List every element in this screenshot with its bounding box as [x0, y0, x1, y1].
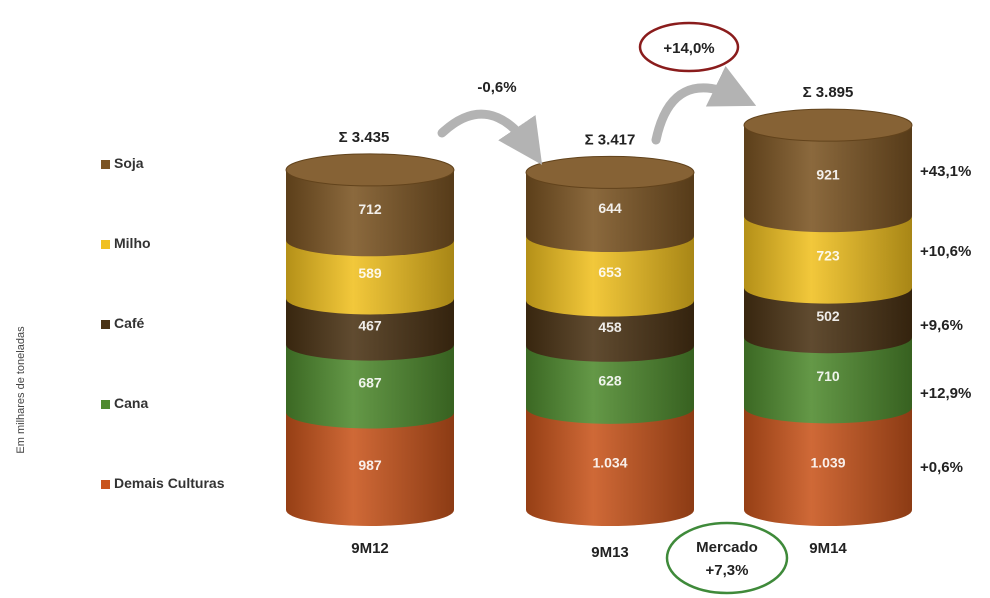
change-arrow [437, 109, 543, 165]
segment-soja-9M14 [744, 125, 912, 233]
segment-cana-9M13 [526, 345, 694, 424]
data-label: 467 [358, 317, 382, 333]
segment-demais-culturas-9M12 [286, 412, 454, 526]
data-label: 921 [816, 166, 840, 182]
legend-label: Café [114, 315, 145, 331]
growth-label: +0,6% [920, 459, 963, 476]
bar-9M14: 1.039 710 502 723 921 Σ 3.895 9M14 [743, 84, 913, 557]
data-label: 628 [598, 373, 622, 389]
cylinder-top-cap [525, 155, 695, 189]
bar-9M12: 987 687 467 589 712 Σ 3.435 9M12 [285, 129, 455, 557]
data-label: 589 [358, 265, 382, 281]
total-label: Σ 3.895 [803, 84, 854, 101]
growth-label: +10,6% [920, 243, 971, 260]
segment-cana-9M12 [286, 344, 454, 429]
legend-label: Cana [114, 395, 148, 411]
growth-label: +12,9% [920, 385, 971, 402]
growth-label: +9,6% [920, 317, 963, 334]
legend-item-demais-culturas: Demais Culturas [101, 475, 225, 491]
segment-cana-9M14 [744, 337, 912, 424]
change-label: +14,0% [663, 40, 714, 57]
total-label: Σ 3.417 [585, 131, 636, 148]
legend-swatch [101, 400, 110, 409]
data-label: 712 [358, 201, 382, 217]
segment-café-9M12 [286, 298, 454, 361]
legend-swatch [101, 320, 110, 329]
legend-item-soja: Soja [101, 155, 144, 171]
legend-label: Demais Culturas [114, 475, 225, 491]
cylinder-top-cap [285, 153, 455, 187]
segment-café-9M14 [744, 287, 912, 354]
legend-label: Soja [114, 155, 144, 171]
change-arrow [651, 65, 757, 145]
data-label: 644 [598, 200, 622, 216]
data-label: 710 [816, 368, 840, 384]
market-circle [665, 521, 789, 595]
cylinder-top-cap [743, 108, 913, 142]
data-label: 687 [358, 374, 382, 390]
segment-café-9M13 [526, 300, 694, 362]
bar-9M13: 1.034 628 458 653 644 Σ 3.417 9M13 [525, 131, 695, 561]
data-label: 1.039 [810, 454, 845, 470]
segment-demais-culturas-9M13 [526, 407, 694, 526]
legend-label: Milho [114, 235, 151, 251]
category-label: 9M13 [591, 544, 629, 561]
legend-swatch [101, 240, 110, 249]
segment-soja-9M13 [526, 172, 694, 253]
segment-soja-9M12 [286, 169, 454, 257]
segment-milho-9M14 [744, 216, 912, 304]
data-label: 987 [358, 457, 382, 473]
segment-milho-9M12 [286, 240, 454, 315]
data-label: 458 [598, 319, 622, 335]
category-label: 9M14 [809, 540, 847, 557]
market-label: Mercado [696, 539, 758, 556]
market-value: +7,3% [706, 562, 749, 579]
total-label: Σ 3.435 [339, 129, 390, 146]
data-label: 502 [816, 308, 840, 324]
change-circle [638, 21, 740, 73]
data-label: 1.034 [592, 455, 627, 471]
legend-swatch [101, 480, 110, 489]
legend-item-café: Café [101, 315, 145, 331]
category-label: 9M12 [351, 540, 389, 557]
legend-swatch [101, 160, 110, 169]
segment-demais-culturas-9M14 [744, 407, 912, 526]
legend-item-cana: Cana [101, 395, 148, 411]
change-label: -0,6% [477, 79, 516, 96]
data-label: 653 [598, 264, 622, 280]
segment-milho-9M13 [526, 236, 694, 317]
growth-label: +43,1% [920, 163, 971, 180]
legend-item-milho: Milho [101, 235, 151, 251]
data-label: 723 [816, 248, 840, 264]
